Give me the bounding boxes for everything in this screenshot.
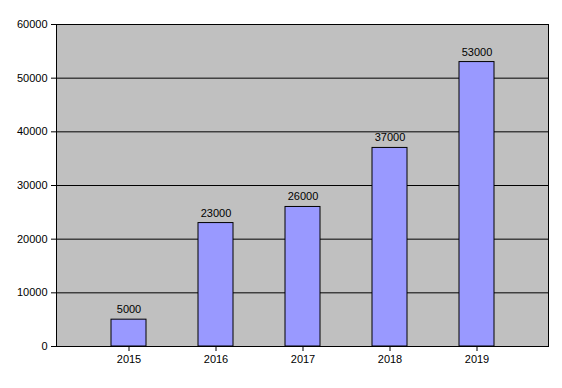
svg-text:37000: 37000: [375, 131, 406, 143]
svg-text:2018: 2018: [378, 353, 402, 365]
svg-text:23000: 23000: [201, 207, 232, 219]
svg-text:0: 0: [41, 340, 47, 352]
svg-text:20000: 20000: [17, 233, 48, 245]
svg-text:50000: 50000: [17, 72, 48, 84]
svg-text:5000: 5000: [117, 303, 141, 315]
svg-text:60000: 60000: [17, 18, 48, 30]
svg-text:30000: 30000: [17, 179, 48, 191]
svg-text:40000: 40000: [17, 125, 48, 137]
svg-text:53000: 53000: [462, 46, 493, 58]
svg-text:26000: 26000: [288, 190, 319, 202]
svg-text:2015: 2015: [117, 353, 141, 365]
svg-text:2019: 2019: [465, 353, 489, 365]
svg-text:2016: 2016: [204, 353, 228, 365]
svg-text:2017: 2017: [291, 353, 315, 365]
svg-text:10000: 10000: [17, 286, 48, 298]
